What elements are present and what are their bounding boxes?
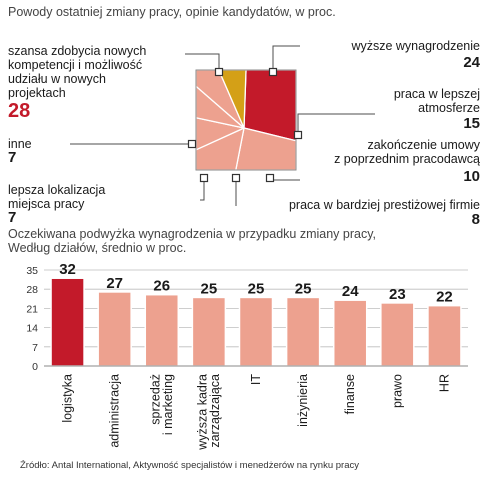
bar-value-label: 23 xyxy=(389,286,406,303)
x-tick-label: prawo xyxy=(390,374,404,408)
pie-label-wynagrodzenie: wyższe wynagrodzenie xyxy=(351,39,480,53)
x-tick-label: inżynieria xyxy=(296,374,310,427)
pie-value-lokalizacja: 7 xyxy=(8,209,17,226)
svg-text:logistyka: logistyka xyxy=(61,374,75,423)
bar xyxy=(97,291,132,367)
svg-text:inżynieria: inżynieria xyxy=(296,374,310,427)
pie-value-zakonczenie: 10 xyxy=(463,168,480,185)
svg-text:i marketing: i marketing xyxy=(161,374,175,435)
x-tick-label: logistyka xyxy=(61,374,75,423)
bar-value-label: 24 xyxy=(342,283,359,300)
svg-text:sprzedaż: sprzedaż xyxy=(149,374,163,425)
leader-marker xyxy=(187,139,197,149)
pie-value-inne: 7 xyxy=(8,149,17,166)
bar-value-label: 25 xyxy=(248,280,265,297)
pie-value-prestiz: 8 xyxy=(471,211,480,228)
x-tick-label: IT xyxy=(249,374,263,385)
pie-label-inne: inne xyxy=(8,137,32,151)
svg-text:IT: IT xyxy=(249,374,263,385)
pie-label-kompetencje: szansa zdobycia nowych kompetencji i moż… xyxy=(8,44,147,100)
bar-value-label: 25 xyxy=(201,280,218,297)
svg-text:prawo: prawo xyxy=(390,374,404,408)
leader-line xyxy=(272,45,300,72)
pie-value-wynagrodzenie: 24 xyxy=(463,54,480,71)
leader-marker xyxy=(199,173,209,183)
svg-text:administracja: administracja xyxy=(108,374,122,448)
bar-chart: 0 7 14 21 28 35 32 logistyka 27 administracja 26 sp… xyxy=(26,261,468,451)
bar-value-label: 25 xyxy=(295,280,312,297)
y-tick-label: 7 xyxy=(32,342,38,354)
leader-marker xyxy=(214,67,224,77)
bar-chart-title: Oczekiwana podwyżka wynagrodzenia w przy… xyxy=(8,227,376,255)
pie-value-atmosfera: 15 xyxy=(463,115,480,132)
leader-marker xyxy=(265,173,275,183)
leader-marker xyxy=(293,130,303,140)
x-tick-label: finanse xyxy=(343,374,357,414)
pie-label-zakonczenie: zakończenie umowy z poprzednim pracodawc… xyxy=(334,138,480,166)
leader-line xyxy=(269,178,300,181)
pie-frame xyxy=(195,69,297,171)
bar xyxy=(380,302,415,367)
svg-text:zarządzająca: zarządzająca xyxy=(208,374,222,448)
source-note: Źródło: Antal International, Aktywność s… xyxy=(20,460,359,471)
leader-marker xyxy=(268,67,278,77)
pie-label-lokalizacja: lepsza lokalizacja miejsca pracy xyxy=(8,183,106,211)
leader-line xyxy=(185,53,220,72)
leader-marker xyxy=(231,173,241,183)
svg-text:HR: HR xyxy=(437,374,451,392)
y-tick-label: 28 xyxy=(26,284,38,296)
bar xyxy=(285,296,321,367)
bar xyxy=(50,277,85,367)
bar-value-label: 26 xyxy=(153,278,170,295)
pie-label-prestiz: praca w bardziej prestiżowej firmie xyxy=(288,198,480,212)
svg-text:wyższa kadra: wyższa kadra xyxy=(196,374,210,451)
bar xyxy=(427,304,462,367)
y-tick-label: 35 xyxy=(26,265,38,277)
pie-chart xyxy=(70,45,375,206)
bar-value-label: 32 xyxy=(59,261,76,278)
x-tick-label: administracja xyxy=(108,374,122,448)
pie-chart-title: Powody ostatniej zmiany pracy, opinie ka… xyxy=(8,5,336,19)
pie-value-kompetencje: 28 xyxy=(8,100,31,122)
pie-label-atmosfera: praca w lepszej atmosferze xyxy=(393,87,480,115)
y-tick-label: 21 xyxy=(26,303,38,315)
bar xyxy=(332,299,368,367)
y-tick-label: 14 xyxy=(26,323,38,335)
bar-value-label: 22 xyxy=(436,289,453,306)
bar-value-label: 27 xyxy=(106,275,123,292)
bar xyxy=(191,296,227,367)
bar xyxy=(144,293,180,367)
x-tick-label: HR xyxy=(437,374,451,392)
svg-text:finanse: finanse xyxy=(343,374,357,414)
leader-line xyxy=(200,178,205,201)
bar xyxy=(238,296,274,367)
y-tick-label: 0 xyxy=(32,361,38,373)
leader-line xyxy=(297,113,375,135)
